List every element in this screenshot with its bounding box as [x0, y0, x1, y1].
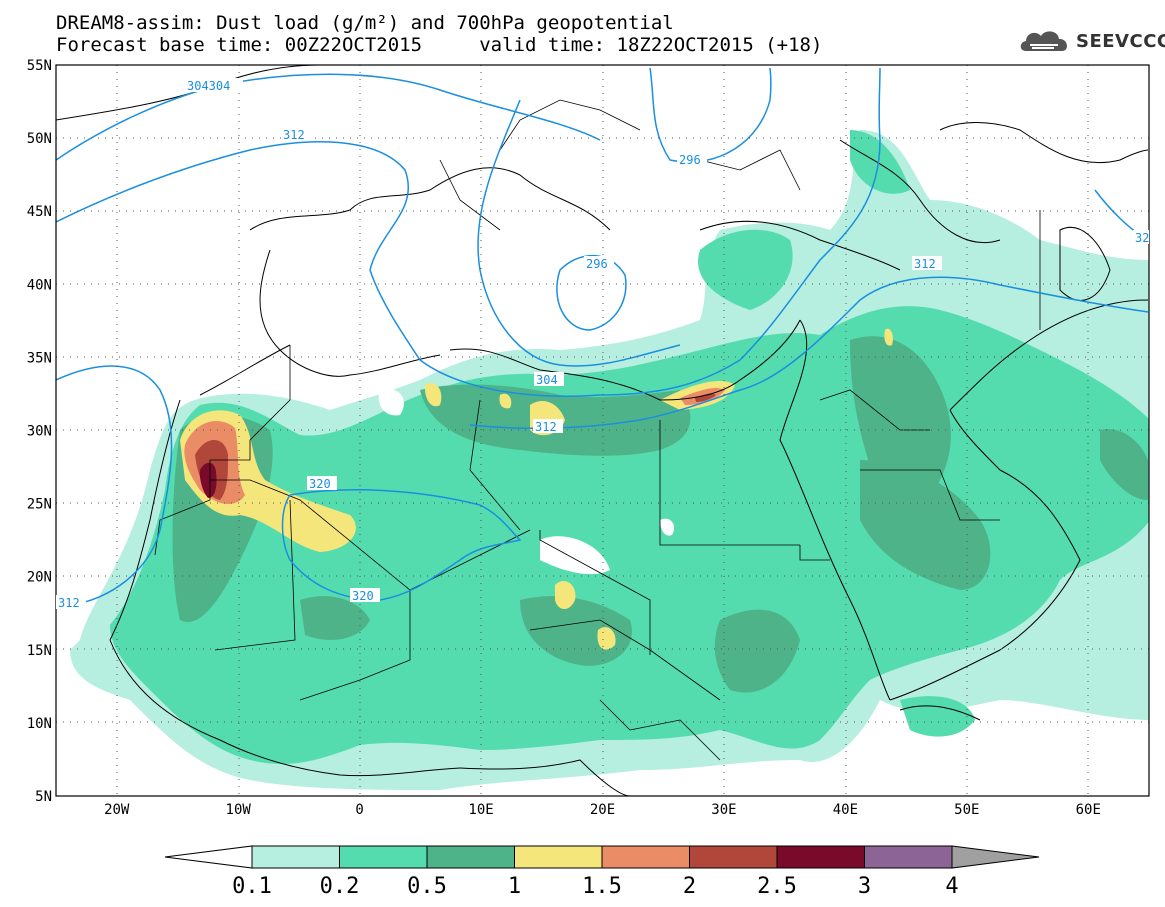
- forecast-times: Forecast base time: 00Z22OCT2015 valid t…: [56, 34, 823, 56]
- dust-free-areas: [378, 389, 675, 575]
- logo-text: SEEVCCC: [1076, 30, 1165, 52]
- country-borders: [154, 99, 1041, 761]
- lon-tick-label: 0: [355, 802, 363, 818]
- lon-tick-label: 30E: [711, 802, 736, 818]
- geopotential-contours: [56, 67, 1149, 606]
- colorbar-tick-label: 0.1: [232, 874, 272, 899]
- colorbar-swatch: [251, 845, 340, 869]
- colorbar-tick-label: 2.5: [757, 874, 797, 899]
- contour-labels: 304304 312 296 296 312 304 312 320 320 3…: [56, 78, 1149, 610]
- lat-tick-label: 35N: [27, 350, 52, 366]
- lon-tick-label: 40E: [833, 802, 858, 818]
- cloud-logo-icon: [1020, 31, 1068, 51]
- contour-label: 32: [1135, 231, 1149, 245]
- lon-tick-label: 20E: [590, 802, 615, 818]
- map-title: DREAM8-assim: Dust load (g/m²) and 700hP…: [56, 12, 674, 34]
- dust-layer-0.5: [172, 336, 1148, 693]
- colorbar-swatch: [689, 845, 778, 869]
- colorbar-swatch: [426, 845, 515, 869]
- contour-label: 320: [352, 589, 374, 603]
- lat-tick-label: 55N: [27, 58, 52, 74]
- map-frame: [55, 64, 1150, 797]
- colorbar-tick-label: 0.5: [407, 874, 447, 899]
- lat-tick-label: 40N: [27, 277, 52, 293]
- lat-lon-grid: [56, 65, 1149, 796]
- colorbar-swatch: [601, 845, 690, 869]
- colorbar-tick-label: 4: [945, 874, 958, 899]
- colorbar-tick-label: 1: [508, 874, 521, 899]
- lon-tick-label: 50E: [954, 802, 979, 818]
- lat-tick-label: 30N: [27, 424, 52, 440]
- contour-label: 312: [283, 128, 305, 142]
- lon-tick-label: 10W: [226, 802, 252, 818]
- contour-label: 304: [536, 373, 558, 387]
- lat-tick-label: 10N: [27, 716, 52, 732]
- lat-tick-label: 25N: [27, 497, 52, 513]
- lat-tick-label: 5N: [35, 789, 52, 805]
- colorbar-tick-label: 1.5: [582, 874, 622, 899]
- contour-label: 312: [58, 596, 80, 610]
- contour-label: 320: [309, 477, 331, 491]
- colorbar-tick-label: 3: [858, 874, 871, 899]
- lon-tick-label: 60E: [1076, 802, 1101, 818]
- lat-tick-label: 15N: [27, 643, 52, 659]
- contour-label: 312: [914, 257, 936, 271]
- contour-label: 296: [586, 257, 608, 271]
- colorbar-swatch: [776, 845, 865, 869]
- lat-tick-label: 50N: [27, 131, 52, 147]
- colorbar-tick-label: 2: [683, 874, 696, 899]
- colorbar-swatch: [339, 845, 428, 869]
- colorbar-over-triangle: [951, 845, 1040, 869]
- colorbar-swatch: [864, 845, 953, 869]
- seevccc-logo: SEEVCCC: [1018, 26, 1165, 56]
- lat-tick-label: 20N: [27, 570, 52, 586]
- lon-tick-label: 10E: [468, 802, 493, 818]
- latitude-labels: 55N 50N 45N 40N 35N 30N 25N 20N 15N 10N 5N: [27, 58, 52, 805]
- colorbar-under-triangle: [164, 845, 253, 869]
- colorbar-tick-label: 0.2: [320, 874, 360, 899]
- contour-label: 304304: [187, 79, 230, 93]
- lat-tick-label: 45N: [27, 204, 52, 220]
- lon-tick-label: 20W: [104, 802, 130, 818]
- colorbar: 0.1 0.2 0.5 1 1.5 2 2.5 3 4: [164, 845, 1040, 899]
- contour-label: 296: [679, 153, 701, 167]
- colorbar-swatch: [514, 845, 603, 869]
- contour-label: 312: [535, 420, 557, 434]
- longitude-labels: 20W 10W 0 10E 20E 30E 40E 50E 60E: [104, 802, 1101, 818]
- dust-layer-2.5: [199, 462, 217, 498]
